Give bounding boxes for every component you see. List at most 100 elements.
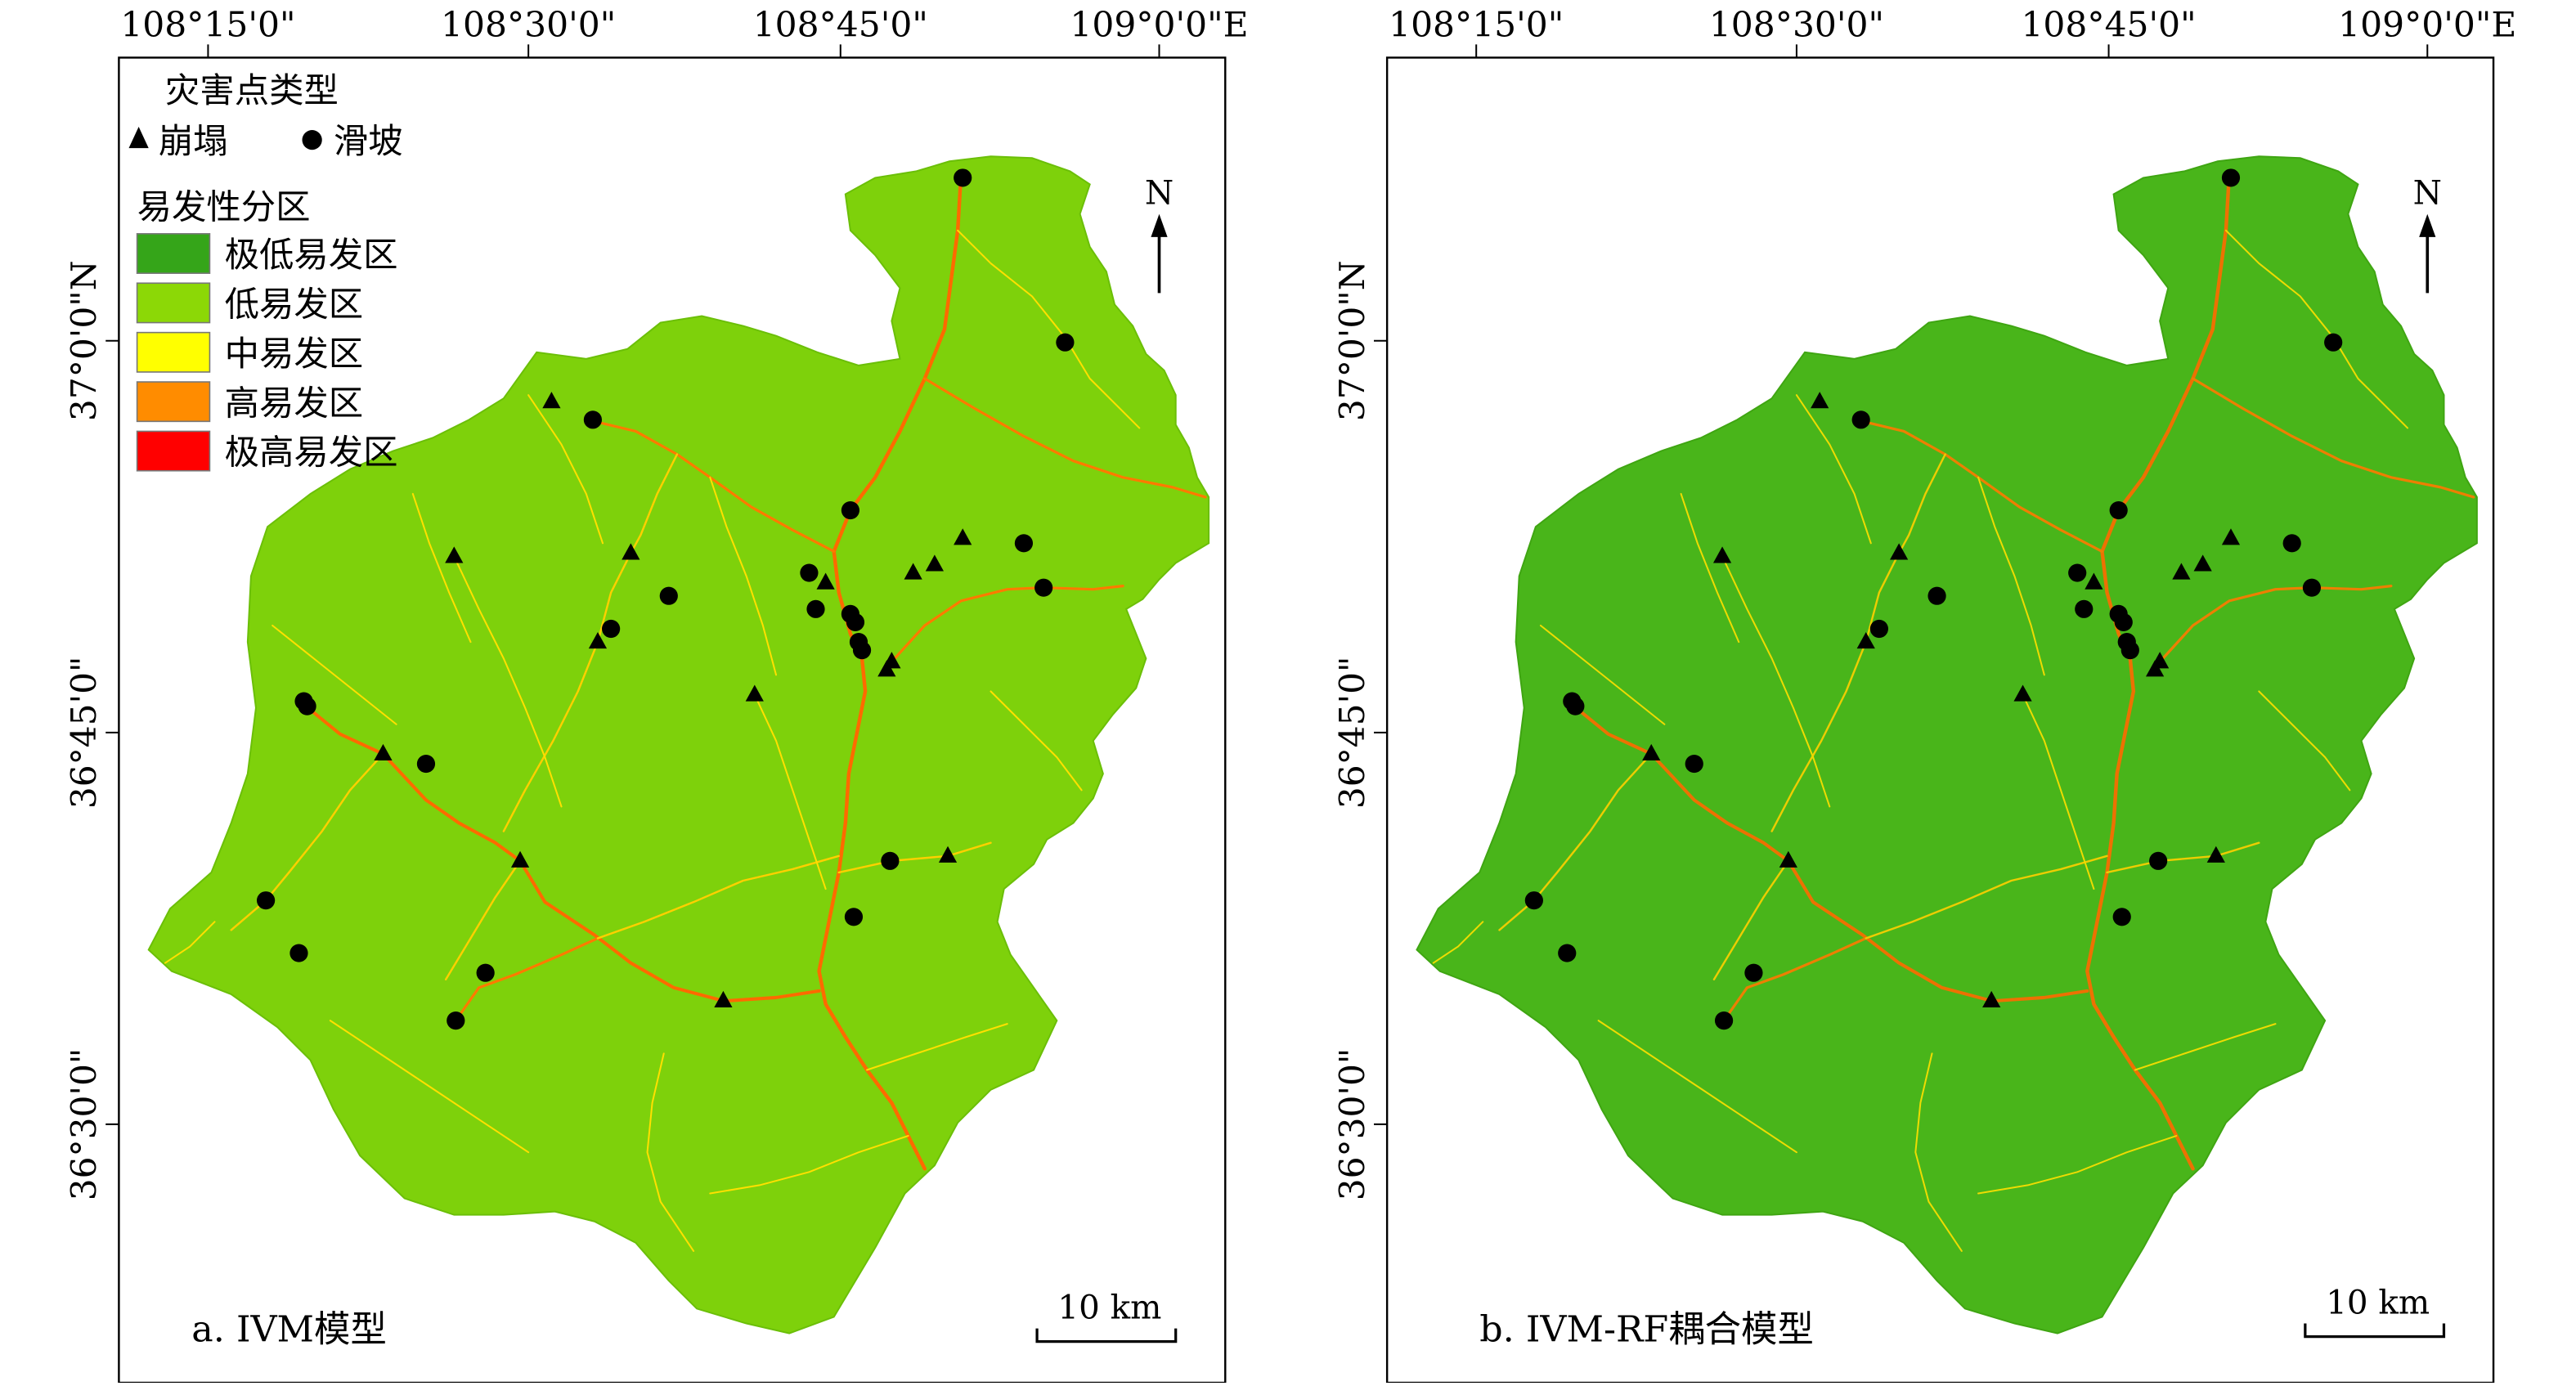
collapse-point (925, 554, 944, 572)
landslide-point (1928, 586, 1946, 605)
collapse-point (904, 563, 922, 580)
landslide-point (1744, 963, 1763, 982)
collapse-point (1811, 392, 1829, 409)
zone-swatch (136, 331, 211, 373)
landslide-point (954, 168, 972, 187)
zone-label: 高易发区 (225, 383, 364, 423)
zone-swatch (136, 282, 211, 324)
collapse-point (2172, 563, 2191, 580)
landslide-point (256, 891, 276, 910)
collapse-point (2145, 660, 2165, 677)
panel-caption: b. IVM-RF耦合模型 (1479, 1309, 1814, 1351)
legend-zone-title: 易发性分区 (137, 187, 311, 227)
collapse-point (542, 392, 561, 409)
latitude-labels-left: 37°0'0"N 36°45'0" 36°30'0" 37°0'0"N 36°45'0"… (64, 260, 1372, 1200)
collapse-point (1642, 743, 1661, 761)
legend-collapse-label: 崩塌 (159, 121, 228, 161)
collapse-point (816, 572, 835, 590)
scale-bar: 10 km (2304, 1284, 2446, 1339)
collapse-point (1712, 546, 1732, 563)
landslide-point (2149, 851, 2168, 870)
longitude-label: 108°45'0" (753, 4, 928, 44)
landslide-point (1034, 578, 1053, 597)
landslide-point (1869, 619, 1888, 639)
longitude-label: 109°0'0"E (1070, 4, 1248, 44)
collapse-triangle-icon (128, 127, 149, 149)
landslide-point (2075, 599, 2094, 618)
landslide-point (2068, 563, 2087, 582)
longitude-label: 108°30'0" (441, 4, 616, 44)
collapse-point (588, 632, 608, 649)
collapse-point (745, 684, 764, 702)
landslide-point (2114, 612, 2133, 632)
collapse-point (938, 846, 958, 863)
collapse-point (2085, 572, 2103, 590)
longitude-label: 108°15'0" (1389, 4, 1564, 44)
landslide-point (844, 908, 864, 926)
landslide-point (841, 500, 860, 520)
collapse-point (2193, 554, 2212, 572)
zone-label: 极低易发区 (225, 235, 398, 275)
collapse-point (622, 543, 640, 560)
longitude-label: 108°15'0" (120, 4, 295, 44)
landslide-point (846, 612, 865, 632)
landslide-point (2112, 908, 2131, 926)
landslide-point (800, 563, 819, 582)
landslide-point (1851, 410, 1870, 429)
scale-label: 10 km (1057, 1289, 1161, 1327)
landslide-point (806, 599, 825, 618)
landslide-point (852, 641, 872, 660)
zone-swatch (136, 233, 211, 274)
landslide-point (1524, 891, 1543, 910)
landslide-circle-icon (302, 130, 322, 150)
collapse-point (1856, 632, 1875, 649)
graticule-ticks (1374, 44, 2429, 1125)
landslide-point (2324, 333, 2343, 352)
landslide-point (1558, 944, 1577, 962)
collapse-point (1890, 543, 1909, 560)
latitude-label: 36°45'0" (1332, 657, 1372, 810)
latitude-label: 37°0'0"N (1332, 260, 1372, 421)
collapse-point (2221, 528, 2241, 545)
landslide-point (659, 586, 678, 605)
collapse-point (954, 528, 972, 545)
hazard-points-layer (256, 168, 1075, 1030)
north-arrow: N (2413, 174, 2442, 294)
panel-ivm-rf-coupled-model: N 10 km b. IVM-RF耦合模型 (1374, 44, 2495, 1384)
landslide-point (2282, 534, 2301, 553)
zone-swatch (136, 381, 211, 423)
collapse-point (1779, 850, 1797, 868)
latitude-label: 37°0'0"N (64, 260, 104, 421)
legend-hazard-title: 灾害点类型 (165, 70, 339, 110)
landslide-point (2109, 500, 2128, 520)
scale-bar: 10 km (1035, 1289, 1178, 1343)
landslide-point (1056, 333, 1075, 352)
collapse-point (877, 660, 896, 677)
landslide-point (476, 963, 495, 982)
landslide-point (2221, 168, 2241, 187)
longitude-label: 109°0'0"E (2338, 4, 2516, 44)
zone-label: 极高易发区 (225, 433, 398, 473)
collapse-point (374, 743, 393, 761)
zone-swatch (136, 430, 211, 472)
panel-caption: a. IVM模型 (191, 1309, 387, 1351)
collapse-point (714, 990, 733, 1008)
landslide-point (416, 755, 436, 774)
landslide-point (1685, 755, 1703, 774)
latitude-label: 36°30'0" (1332, 1048, 1372, 1201)
collapse-point (1982, 990, 2001, 1008)
landslide-point (289, 944, 308, 962)
collapse-point (445, 546, 464, 563)
zone-label: 中易发区 (225, 334, 364, 374)
susceptibility-surface (147, 155, 1210, 1334)
latitude-label: 36°45'0" (64, 657, 104, 810)
longitude-label: 108°45'0" (2021, 4, 2196, 44)
landslide-point (881, 851, 900, 870)
scale-label: 10 km (2326, 1284, 2430, 1322)
landslide-point (2302, 578, 2322, 597)
landslide-point (1566, 697, 1585, 715)
north-label: N (2413, 174, 2442, 213)
susceptibility-surface (1416, 155, 2478, 1334)
